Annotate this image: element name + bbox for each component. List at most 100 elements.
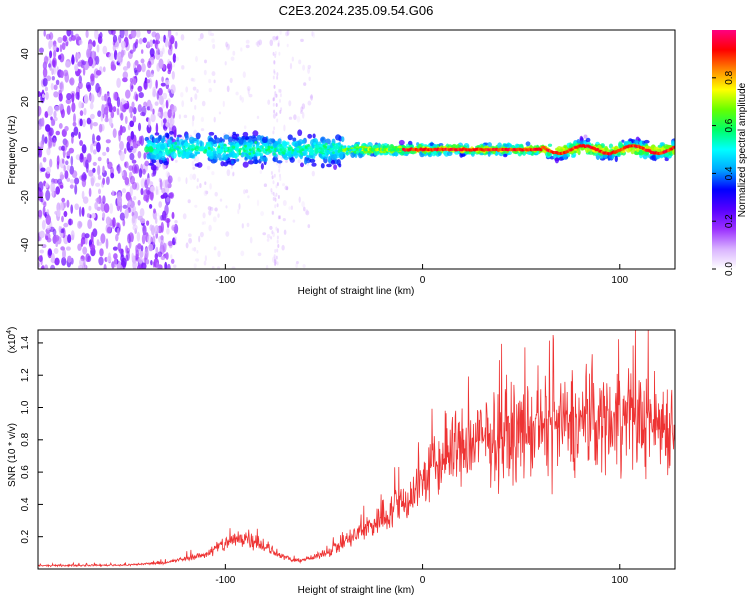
spectrogram-cell (332, 143, 335, 146)
spectrogram-cell (78, 206, 82, 218)
spectrogram-cell (265, 148, 268, 152)
spectrogram-cell (201, 100, 206, 107)
spectrogram-cell (110, 111, 115, 119)
snr-background (38, 330, 675, 569)
spectrogram-cell (57, 54, 62, 60)
spectrogram-cell (183, 114, 188, 119)
spectrogram-cell (251, 146, 256, 153)
spectrogram-cell (132, 205, 137, 213)
spectrogram-cell (161, 47, 165, 55)
spectrogram-ylabel: Frequency (Hz) (7, 116, 18, 185)
spectrogram-cell (196, 178, 199, 183)
spectrogram-cell (127, 233, 131, 244)
spectrogram-cell (278, 51, 281, 56)
spectrogram-cell (69, 179, 75, 184)
spectrogram-cell (119, 212, 126, 221)
spectrogram-cell (275, 255, 278, 260)
spectrogram-cell (102, 165, 105, 174)
spectrogram-cell (211, 71, 216, 77)
spectrogram-cell (132, 224, 138, 231)
spectrogram-cell (77, 243, 82, 251)
spectrogram-cell (108, 252, 111, 262)
spectrogram-cell (602, 153, 608, 159)
spectrogram-cell (281, 140, 287, 148)
spectrogram-cell (212, 148, 216, 151)
spectrogram-cell (171, 211, 175, 220)
spectrogram-cell (283, 229, 287, 235)
spectrogram-cell (153, 138, 158, 144)
spectrogram-cell (66, 177, 71, 182)
spectrogram-cell (503, 143, 510, 147)
spectrogram-cell (274, 258, 276, 263)
spectrogram-cell (317, 149, 321, 152)
spectrogram-cell (65, 98, 72, 105)
spectrogram-cell (279, 109, 282, 114)
spectrogram-cell (357, 141, 360, 145)
spectrogram-cell (220, 146, 224, 150)
spectrogram-cell (124, 30, 129, 38)
spectrogram-cell (142, 225, 147, 236)
spectrogram-cell (46, 75, 52, 82)
spectrogram-cell (52, 44, 58, 52)
spectrogram-cell (168, 151, 172, 154)
spectrogram-cell (69, 184, 74, 189)
spectrogram-cell (256, 115, 260, 120)
spectrogram-cell (85, 30, 89, 39)
spectrogram-cell (222, 100, 225, 108)
colorbar-gradient (712, 30, 736, 269)
spectrogram-cell (303, 206, 306, 212)
spectrogram-cell (45, 124, 51, 132)
spectrogram-cell (63, 165, 66, 172)
spectrogram-cell (618, 141, 623, 149)
spectrogram-cell (238, 138, 244, 145)
spectrogram-cell (59, 44, 63, 53)
spectrogram-cell (72, 121, 77, 127)
spectrogram-cell (164, 243, 167, 251)
spectrogram-cell (217, 266, 220, 269)
spectrogram-cell (42, 156, 47, 163)
spectrogram-cell (209, 144, 213, 148)
spectrogram-cell (276, 203, 279, 208)
spectrogram-cell (138, 168, 143, 178)
spectrogram-cell (324, 145, 327, 149)
spectrogram-cell (194, 204, 198, 208)
spectrogram-cell (46, 225, 52, 231)
spectrogram-cell (137, 150, 142, 159)
spectrogram-cell (170, 254, 173, 259)
spectrogram-cell (166, 34, 170, 41)
spectrogram-cell (223, 134, 230, 140)
spectrogram-cell (150, 259, 153, 266)
spectrogram-cell (571, 154, 576, 158)
spectrogram-cell (252, 144, 256, 147)
spectrogram-cell (192, 86, 197, 91)
spectrogram-cell (83, 256, 86, 267)
spectrogram-cell (338, 163, 342, 168)
spectrogram-cell (273, 69, 276, 74)
spectrogram-cell (273, 97, 276, 102)
spectrogram-cell (256, 152, 259, 156)
spectrogram-cell (167, 30, 172, 39)
spectrogram-cell (242, 71, 246, 78)
spectrogram-cell (211, 266, 215, 269)
spectrogram-cell (235, 142, 240, 148)
spectrogram-cell (276, 235, 279, 240)
spectrogram-cell (76, 39, 79, 45)
spectrogram-cell (273, 60, 276, 64)
spectrogram-cell (92, 228, 98, 238)
spectrogram-cell (231, 145, 235, 149)
spectrogram-cell (231, 266, 236, 269)
spectrogram-cell (52, 57, 57, 68)
spectrogram-cell (231, 133, 238, 140)
spectrogram-cell (80, 174, 84, 182)
spectrogram-cell (40, 140, 44, 150)
spectrogram-cell (76, 53, 81, 60)
spectrogram-cell (259, 145, 263, 149)
spectrogram-cell (277, 195, 280, 199)
spectrogram-cell (196, 250, 199, 254)
spectrogram-cell (352, 148, 355, 152)
spectrogram-y-tick-label: -20 (20, 190, 31, 205)
spectrogram-cell (554, 157, 560, 162)
spectrogram-cell (129, 145, 134, 151)
spectrogram-cell (140, 111, 146, 117)
spectrogram-cell (272, 97, 275, 102)
